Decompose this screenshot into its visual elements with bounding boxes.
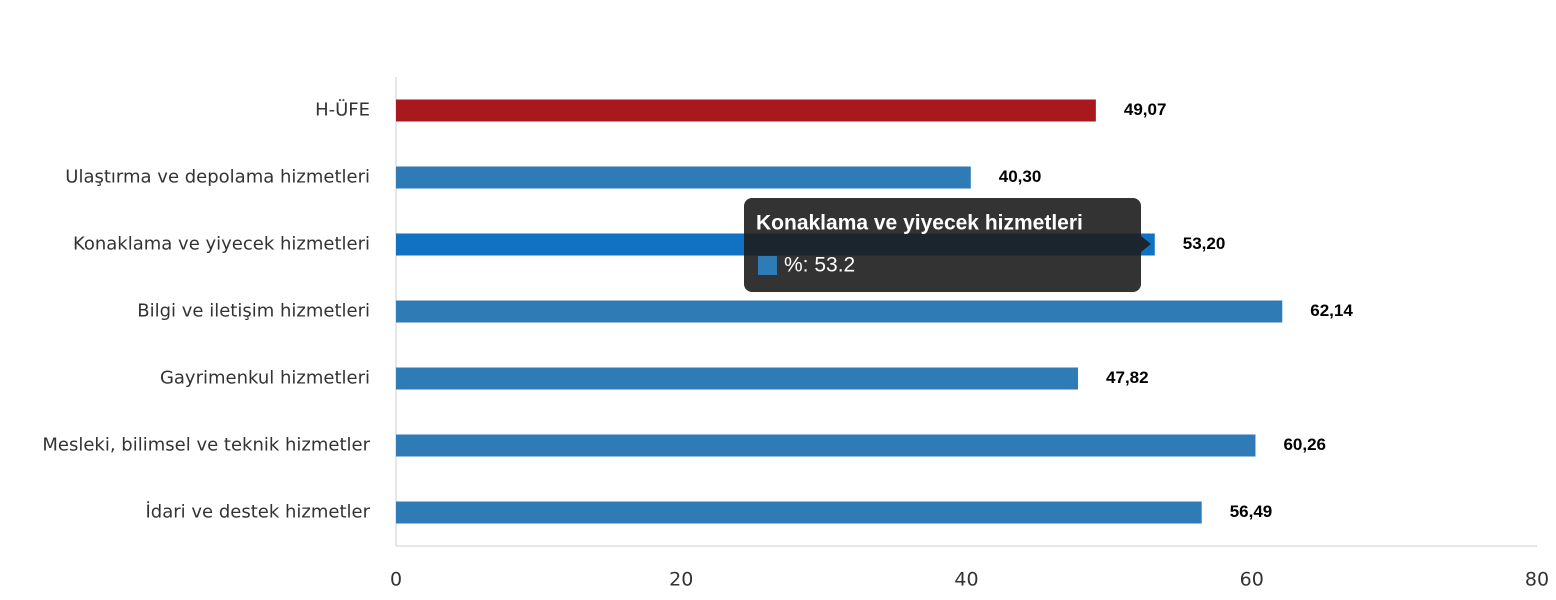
plot: 0 20 40 60 80 H-ÜFE 49,07 Ulaştırma ve depolama… [42, 99, 1549, 591]
x-tick-label: 60 [1240, 569, 1264, 591]
bar [396, 99, 1096, 122]
tooltip-text: %: 53.2 [784, 254, 855, 277]
x-tick-label: 80 [1525, 569, 1549, 591]
tooltip-title: Konaklama ve yiyecek hizmetleri [756, 212, 1083, 235]
y-tick-label: H-ÜFE [315, 99, 370, 121]
value-label: 47,82 [1106, 368, 1149, 387]
value-label: 40,30 [999, 167, 1042, 186]
bar [396, 166, 971, 189]
value-label: 53,20 [1183, 234, 1226, 253]
tooltip-swatch [758, 256, 777, 275]
value-label: 62,14 [1310, 301, 1353, 320]
tooltip-box [744, 198, 1141, 292]
y-tick-label: Bilgi ve iletişim hizmetleri [137, 301, 370, 322]
y-tick-label: Ulaştırma ve depolama hizmetleri [65, 167, 370, 188]
tooltip-pointer [1141, 236, 1151, 252]
y-tick-label: Mesleki, bilimsel ve teknik hizmetler [42, 435, 370, 456]
bar [396, 300, 1283, 323]
x-tick-label: 40 [954, 569, 978, 591]
bar [396, 434, 1256, 457]
y-tick-label: İdari ve destek hizmetler [146, 502, 371, 523]
value-label: 56,49 [1230, 502, 1273, 521]
y-tick-label: Gayrimenkul hizmetleri [160, 368, 370, 389]
y-tick-label: Konaklama ve yiyecek hizmetleri [73, 234, 370, 255]
value-label: 60,26 [1283, 435, 1326, 454]
bar [396, 367, 1079, 390]
value-label: 49,07 [1124, 100, 1167, 119]
bar [396, 501, 1202, 524]
x-tick-label: 0 [390, 569, 402, 591]
x-tick-label: 20 [669, 569, 693, 591]
tooltip: Konaklama ve yiyecek hizmetleri %: 53.2 [744, 198, 1151, 292]
